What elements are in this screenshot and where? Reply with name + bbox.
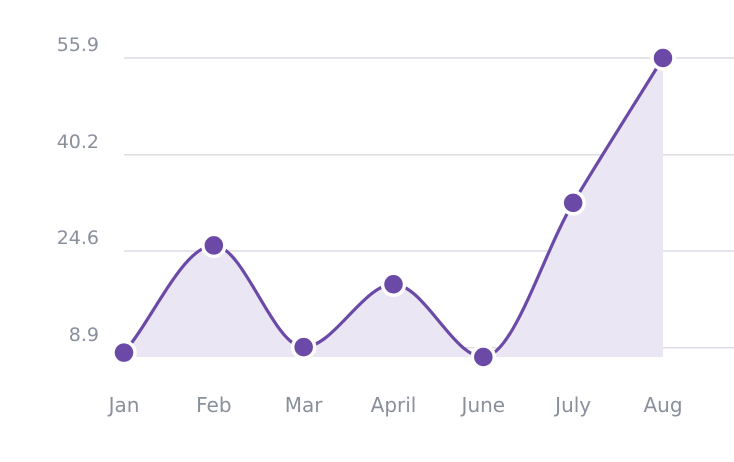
x-tick-label: Feb xyxy=(196,393,231,417)
y-tick-label: 24.6 xyxy=(57,227,99,249)
y-tick-label: 40.2 xyxy=(57,131,99,153)
data-point-april xyxy=(380,271,407,298)
data-point-july xyxy=(560,190,586,216)
y-tick-label: 8.9 xyxy=(69,324,99,346)
data-points xyxy=(111,45,676,370)
data-point-aug xyxy=(650,45,676,71)
data-point-jan xyxy=(111,339,137,366)
x-tick-label: Aug xyxy=(643,393,682,417)
data-point-feb xyxy=(201,232,227,259)
x-tick-label: April xyxy=(371,393,417,417)
y-tick-label: 55.9 xyxy=(57,34,99,56)
x-tick-label: Jan xyxy=(107,393,140,417)
x-axis: Jan Feb Mar April June July Aug xyxy=(107,393,683,417)
x-tick-label: Mar xyxy=(285,393,324,417)
x-tick-label: July xyxy=(553,393,591,417)
series-area xyxy=(124,58,663,357)
data-point-june xyxy=(470,344,497,370)
y-axis: 8.9 24.6 40.2 55.9 xyxy=(57,34,99,346)
data-point-mar xyxy=(290,334,317,360)
x-tick-label: June xyxy=(460,393,506,417)
